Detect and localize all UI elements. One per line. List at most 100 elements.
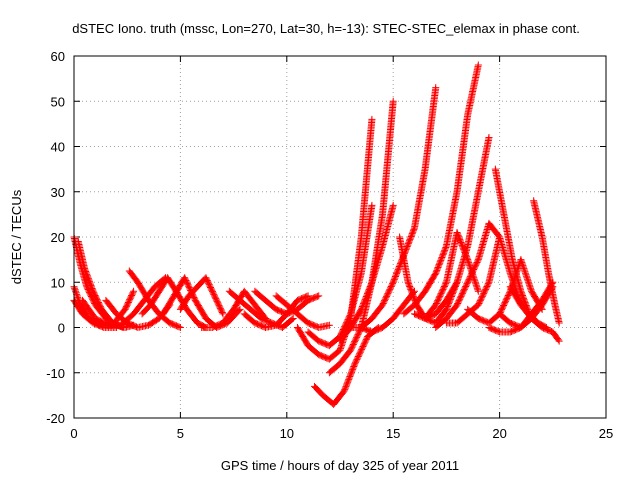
series-30 xyxy=(506,283,563,345)
series-12 xyxy=(240,292,312,331)
data-point xyxy=(521,269,529,277)
data-point xyxy=(548,280,556,288)
data-point xyxy=(523,274,531,282)
data-point xyxy=(438,253,446,261)
data-point xyxy=(524,278,532,286)
data-point xyxy=(520,266,528,274)
data-point xyxy=(520,265,528,273)
data-point xyxy=(357,305,365,313)
data-point xyxy=(444,303,452,311)
data-point xyxy=(71,286,79,294)
data-point xyxy=(73,292,81,300)
data-point xyxy=(555,337,563,345)
data-point xyxy=(555,319,563,327)
x-tick-label: 0 xyxy=(70,426,77,441)
data-point xyxy=(433,266,441,274)
data-point xyxy=(390,275,398,283)
data-point xyxy=(395,264,403,272)
data-point xyxy=(129,289,137,297)
data-point xyxy=(394,267,402,275)
data-point xyxy=(519,263,527,271)
data-point xyxy=(438,252,446,260)
data-point xyxy=(313,292,321,300)
data-point xyxy=(346,371,354,379)
series-24 xyxy=(410,133,493,322)
data-point xyxy=(351,360,359,368)
data-point xyxy=(362,293,370,301)
data-point xyxy=(361,295,369,303)
data-point xyxy=(459,243,467,251)
data-point xyxy=(510,277,518,285)
data-point xyxy=(554,336,562,344)
chart-title: dSTEC Iono. truth (mssc, Lon=270, Lat=30… xyxy=(72,21,580,36)
data-point xyxy=(390,277,398,285)
data-point xyxy=(458,241,466,249)
series-16 xyxy=(304,201,376,350)
data-point xyxy=(71,284,79,292)
data-point xyxy=(441,245,449,253)
data-point xyxy=(409,227,417,235)
data-point xyxy=(549,278,557,286)
data-point xyxy=(405,238,413,246)
data-point xyxy=(410,225,418,233)
data-point xyxy=(521,268,529,276)
data-point xyxy=(522,271,530,279)
data-point xyxy=(348,368,356,376)
data-point xyxy=(407,234,415,242)
data-point xyxy=(342,381,350,389)
data-point xyxy=(484,280,492,288)
data-point xyxy=(435,261,443,269)
data-point xyxy=(474,61,482,69)
data-point xyxy=(389,97,397,105)
data-point xyxy=(349,364,357,372)
data-point xyxy=(409,228,417,236)
x-tick-label: 15 xyxy=(386,426,400,441)
data-point xyxy=(345,375,353,383)
data-point xyxy=(473,284,481,292)
data-point xyxy=(391,274,399,282)
data-point xyxy=(403,243,411,251)
data-point xyxy=(74,293,82,301)
data-point xyxy=(365,285,373,293)
data-point xyxy=(219,310,227,318)
data-point xyxy=(513,268,521,276)
data-point xyxy=(72,287,80,295)
data-point xyxy=(348,367,356,375)
data-point xyxy=(460,247,468,255)
data-point xyxy=(175,323,183,331)
data-point xyxy=(454,231,462,239)
data-point xyxy=(406,235,414,243)
data-point xyxy=(356,348,364,356)
data-point xyxy=(442,280,450,288)
data-point xyxy=(512,271,520,279)
data-point xyxy=(518,260,526,268)
data-point xyxy=(345,374,353,382)
data-point xyxy=(434,263,442,271)
series-26 xyxy=(432,219,504,331)
data-point xyxy=(362,335,370,343)
data-point xyxy=(347,370,355,378)
data-point xyxy=(456,236,464,244)
data-point xyxy=(525,280,533,288)
data-point xyxy=(457,238,465,246)
data-point xyxy=(366,283,374,291)
data-point xyxy=(512,269,520,277)
data-point xyxy=(362,294,370,302)
data-point xyxy=(362,337,370,345)
x-tick-label: 25 xyxy=(599,426,613,441)
data-point xyxy=(349,365,357,373)
data-point xyxy=(343,380,351,388)
data-point xyxy=(455,234,463,242)
data-point xyxy=(514,265,522,273)
data-point xyxy=(340,387,348,395)
data-point xyxy=(352,358,360,366)
data-point xyxy=(511,272,519,280)
axis-ticks: 0 5 10 15 20 25 -20 -10 0 10 20 30 40 50 60 xyxy=(46,49,613,441)
data-point xyxy=(360,300,368,308)
data-point xyxy=(405,237,413,245)
data-point xyxy=(437,256,445,264)
data-point xyxy=(510,275,518,283)
data-point xyxy=(341,385,349,393)
data-point xyxy=(389,278,397,286)
